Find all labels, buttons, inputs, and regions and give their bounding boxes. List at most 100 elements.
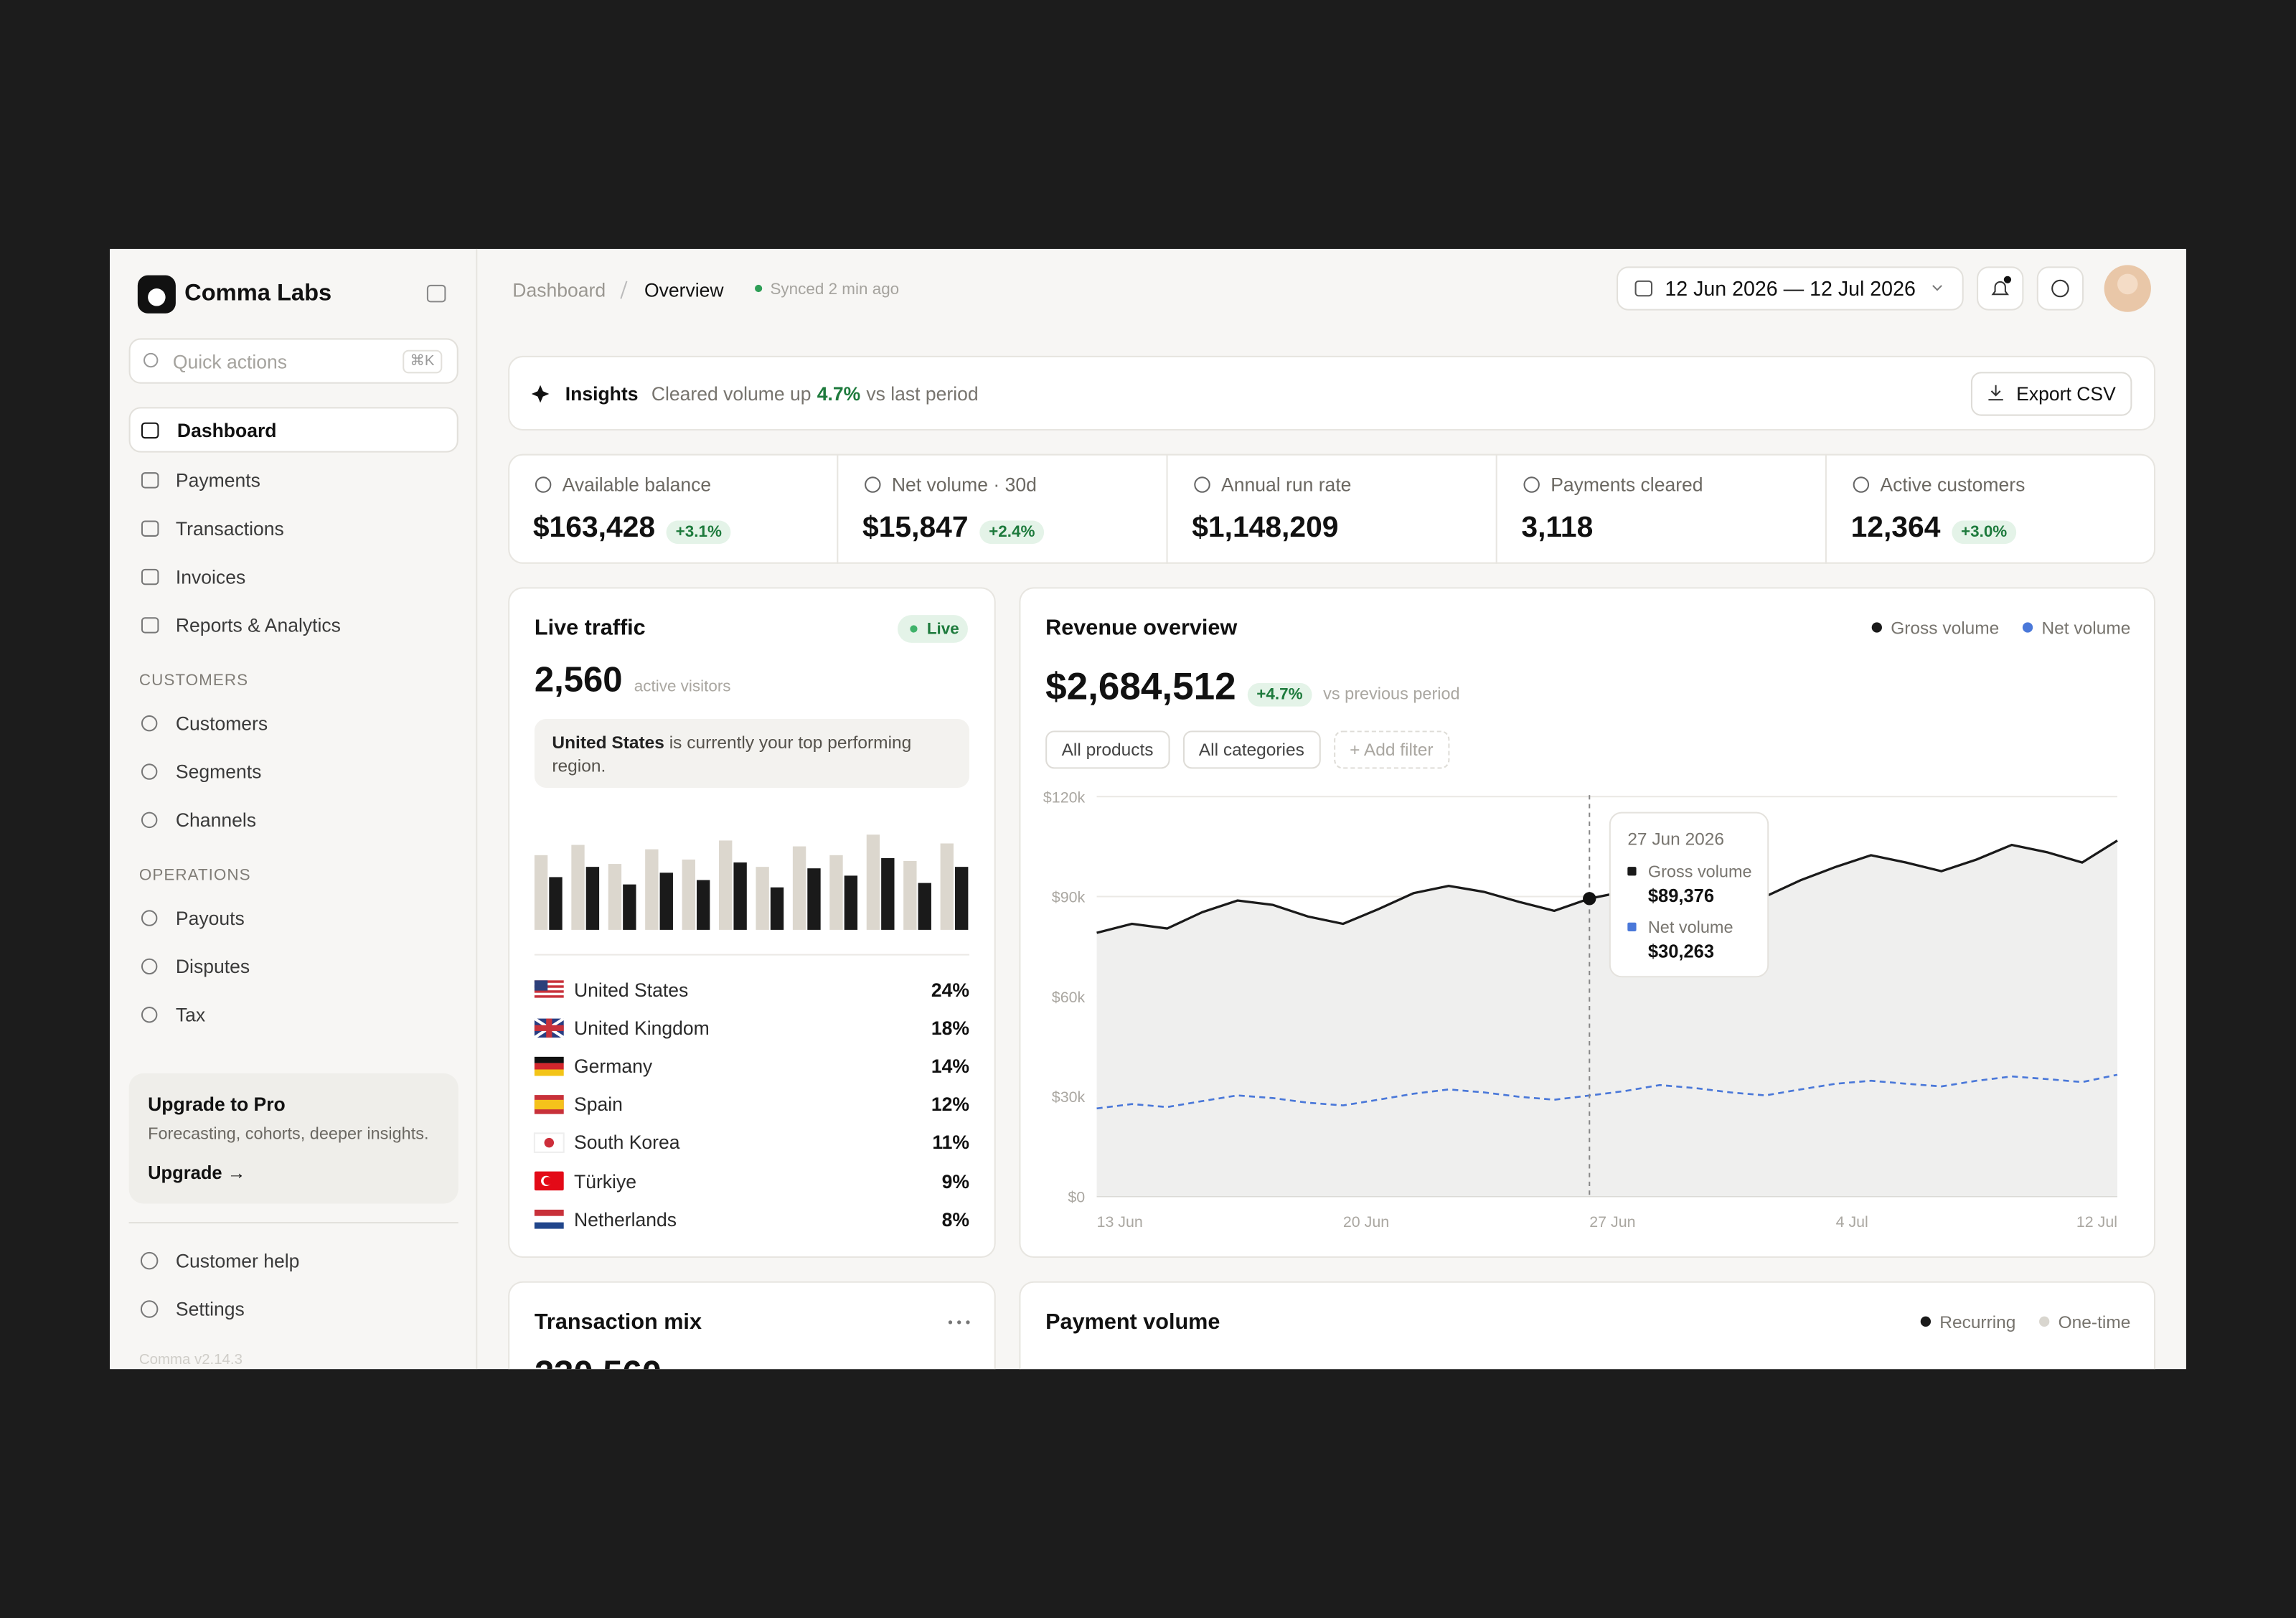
nav-item[interactable]: Channels xyxy=(175,809,257,832)
filters: All products All categories + Add filter xyxy=(1045,730,1462,769)
filter-chip[interactable]: All products xyxy=(1045,730,1170,769)
kpi-number: $1,148,209 xyxy=(1192,512,1339,545)
nav-item[interactable]: Invoices xyxy=(175,565,246,588)
traffic-bar xyxy=(756,867,769,930)
kpi-card xyxy=(508,453,2156,564)
nav-item[interactable]: Transactions xyxy=(175,517,284,540)
country-share: 12% xyxy=(931,1093,970,1116)
date-picker[interactable] xyxy=(1617,266,1964,311)
version: Comma v2.14.3 xyxy=(138,1352,243,1369)
y-tick-label: $30k xyxy=(1052,1088,1086,1106)
filter-chip[interactable]: + Add filter xyxy=(1333,730,1449,769)
download-icon xyxy=(1988,385,2003,401)
flag xyxy=(544,1137,555,1148)
kpi-icon xyxy=(865,476,881,493)
nav-item[interactable]: Reports & Analytics xyxy=(175,614,341,636)
card-title: Payment volume xyxy=(1045,1309,1220,1335)
kpi-value: $163,428 +3.1% xyxy=(532,512,731,545)
logo-mark xyxy=(148,288,166,306)
x-tick-label: 4 Jul xyxy=(1836,1213,1868,1231)
kpi-value: $15,847 +2.4% xyxy=(862,512,1044,545)
kpi-change: +3.0% xyxy=(1952,520,2016,545)
traffic-bar xyxy=(844,875,858,930)
nav-item[interactable]: Segments xyxy=(175,761,262,783)
revenue-total: $2,684,512 +4.7% vs previous period xyxy=(1045,664,1459,710)
traffic-bar xyxy=(955,867,969,930)
nav-item[interactable]: Payouts xyxy=(175,907,245,929)
nav-icon xyxy=(141,958,158,975)
traffic-bar xyxy=(608,864,622,930)
avatar-face xyxy=(2117,273,2138,295)
flag xyxy=(534,1056,564,1063)
legend-label: Gross volume xyxy=(1891,618,2000,639)
flag xyxy=(543,1177,552,1185)
nav-icon xyxy=(141,1007,158,1023)
payment-volume-card xyxy=(1019,1281,2156,1370)
traffic-bar xyxy=(645,849,659,930)
nav-item[interactable]: Customers xyxy=(175,712,268,735)
nav-item[interactable]: Tax xyxy=(175,1003,206,1026)
upgrade-button[interactable]: Upgrade → xyxy=(148,1162,246,1183)
nav-item[interactable]: Payments xyxy=(175,469,260,491)
nav-icon xyxy=(141,812,158,829)
flag xyxy=(534,1222,564,1229)
breadcrumb[interactable]: Dashboard xyxy=(512,278,606,301)
country-share: 18% xyxy=(931,1017,970,1040)
nav-active xyxy=(128,407,458,453)
tooltip-name: Net volume xyxy=(1648,918,1733,936)
series-line xyxy=(1096,839,2118,934)
menu-dot xyxy=(948,1320,953,1325)
insights-title: Insights xyxy=(565,382,639,405)
search-icon xyxy=(143,352,159,368)
y-tick-label: $120k xyxy=(1043,789,1086,806)
collapse-icon xyxy=(426,284,446,303)
notifications[interactable] xyxy=(1977,266,2024,311)
y-tick-label: $90k xyxy=(1052,889,1086,906)
traffic-bar xyxy=(733,862,747,930)
kpi-value: 12,364 +3.0% xyxy=(1851,512,2016,545)
traffic-bar xyxy=(623,884,636,930)
flag xyxy=(534,1069,564,1076)
kpi-number: 3,118 xyxy=(1521,512,1594,545)
traffic-bar xyxy=(571,845,585,930)
revenue-value: $2,684,512 xyxy=(1045,664,1236,708)
nav-item[interactable]: Customer help xyxy=(175,1249,300,1272)
region-name: United States xyxy=(552,732,664,753)
country-name: Netherlands xyxy=(573,1208,677,1231)
filter-chip[interactable]: All categories xyxy=(1182,730,1321,769)
upgrade-text: Forecasting, cohorts, deeper insights. xyxy=(148,1126,429,1144)
nav-icon xyxy=(141,568,159,585)
x-tick-label: 13 Jun xyxy=(1097,1213,1143,1231)
tooltip-name: Gross volume xyxy=(1648,862,1752,880)
kpi-number: $163,428 xyxy=(532,512,656,545)
flag xyxy=(534,985,564,988)
nav-item[interactable]: Disputes xyxy=(175,955,250,978)
nav-item[interactable]: Dashboard xyxy=(177,419,277,442)
sparkle xyxy=(531,385,550,403)
graphics: $0 $30k $60k $90k $120k 13 Jun 20 Jun 27 Jun 4 J… xyxy=(128,265,2151,1325)
flag xyxy=(534,1025,564,1031)
live-label: Live xyxy=(926,621,959,639)
traffic-bar xyxy=(585,867,600,930)
shortcut-label: ⌘K xyxy=(410,353,435,370)
series-line xyxy=(1096,1073,2118,1110)
country-name: South Korea xyxy=(573,1132,680,1154)
country-share: 8% xyxy=(941,1208,970,1231)
legend: Recurring One-time xyxy=(1920,1312,2130,1332)
flag xyxy=(534,1215,564,1223)
visitors-unit: active visitors xyxy=(634,677,731,696)
history[interactable] xyxy=(2036,266,2084,311)
upgrade-card xyxy=(128,1073,458,1204)
insights-suffix: vs last period xyxy=(866,382,979,405)
nav-icon xyxy=(141,763,158,780)
insights-highlight: 4.7% xyxy=(817,382,861,405)
flag xyxy=(534,1063,564,1070)
legend-swatch xyxy=(1871,622,1882,633)
kpi-icon xyxy=(1523,476,1540,493)
live-dot xyxy=(910,625,918,633)
insights-card xyxy=(508,355,2156,431)
nav-icon xyxy=(141,617,159,634)
nav-item[interactable]: Settings xyxy=(175,1298,245,1320)
country-share: 11% xyxy=(932,1132,970,1154)
region-text: is currently your top performing region. xyxy=(552,732,912,776)
